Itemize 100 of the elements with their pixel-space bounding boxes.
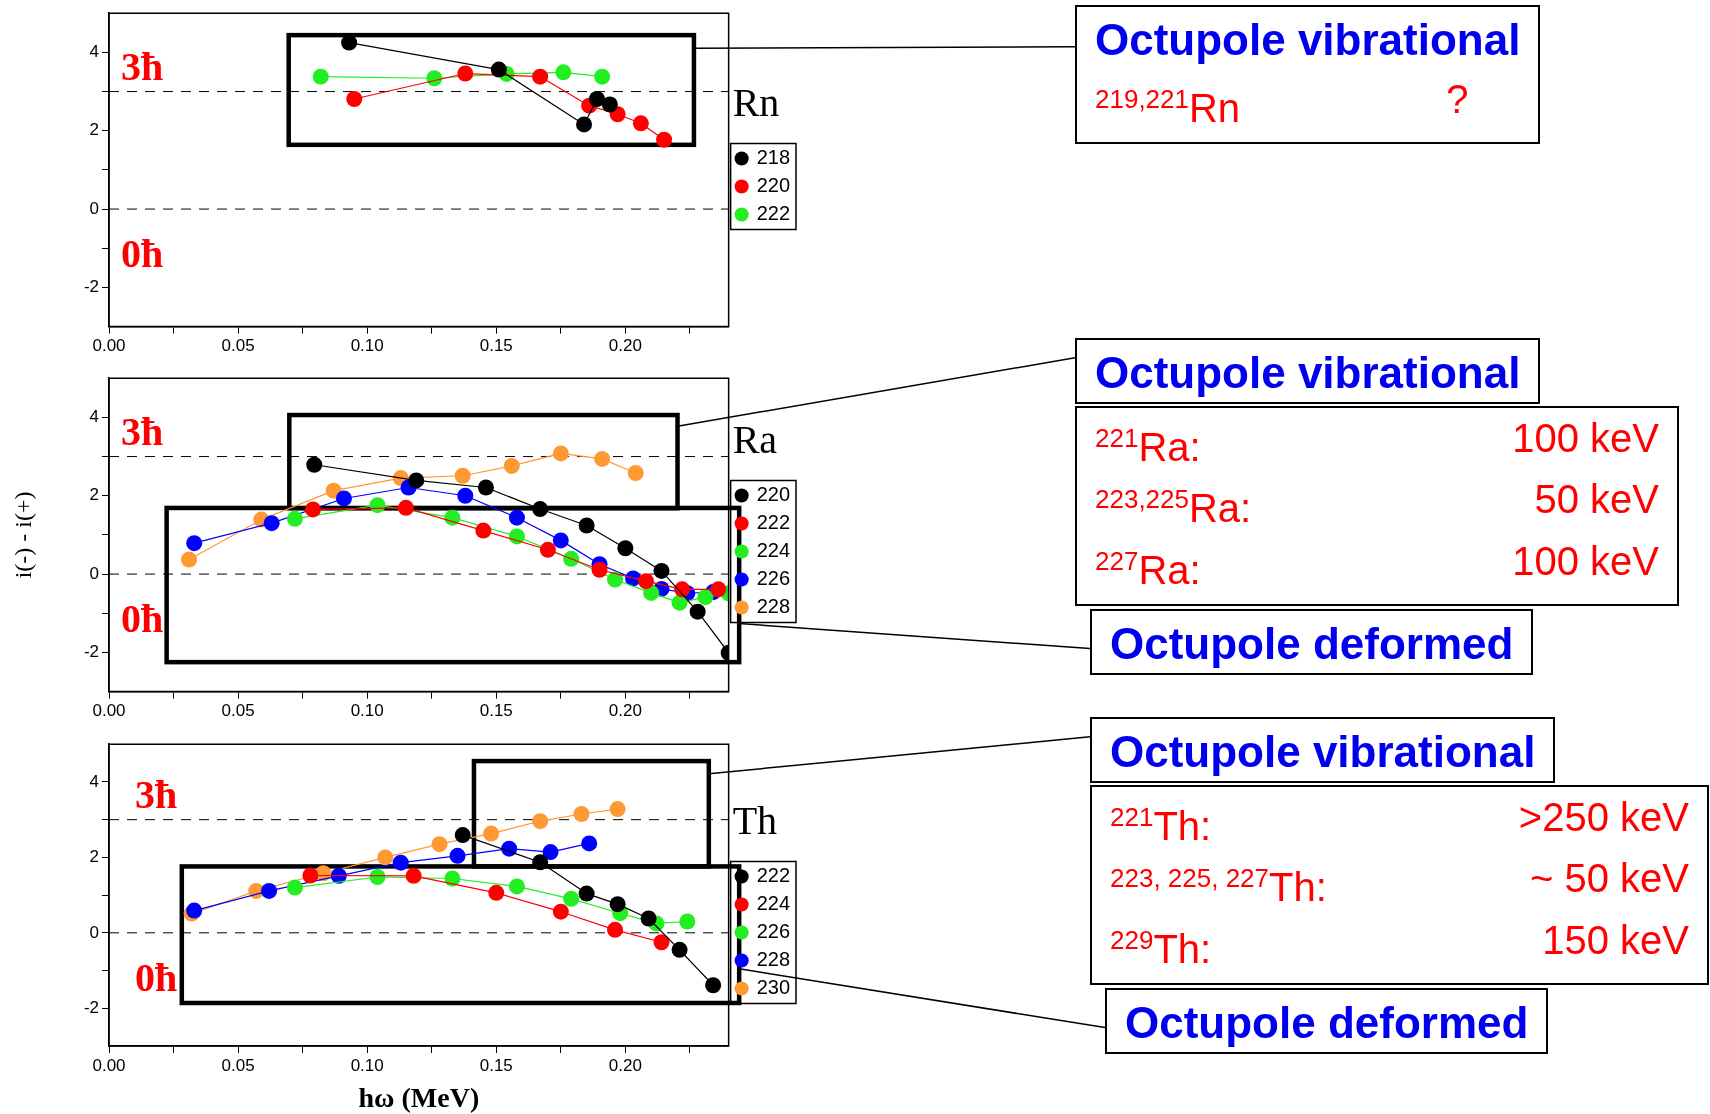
point: [186, 535, 203, 552]
text: ?: [1446, 76, 1469, 123]
legend-label: 222: [756, 864, 791, 887]
legend-label: 224: [756, 892, 791, 915]
text: Rn: [732, 78, 780, 126]
point: [431, 836, 448, 853]
text: Ra: [732, 415, 778, 463]
point: [671, 941, 688, 958]
x-tick-label: 0.10: [350, 701, 384, 721]
point: [638, 573, 655, 590]
point: [539, 541, 556, 558]
y-tick-label: -2: [83, 642, 99, 662]
point: [552, 903, 569, 920]
x-tick-label: 0.10: [350, 336, 384, 356]
text: Octupole vibrational: [1077, 340, 1539, 402]
point: [397, 499, 414, 516]
point: [369, 497, 386, 514]
x-axis-title: hω (MeV): [358, 1082, 480, 1114]
point: [532, 501, 549, 518]
point: [508, 509, 525, 526]
ref-line-label: 3ħ: [135, 771, 178, 817]
text: $^{221}$Ra:: [1095, 422, 1201, 472]
text: $^{229}$Th:: [1110, 923, 1212, 973]
point: [508, 878, 525, 895]
point: [552, 532, 569, 549]
point: [607, 921, 624, 938]
text: Octupole deformed: [1107, 989, 1547, 1052]
x-tick-label: 0.10: [350, 1055, 384, 1075]
point: [286, 879, 303, 896]
y-tick-label: -2: [83, 997, 99, 1017]
legend-label: 224: [756, 539, 791, 562]
legend-label: 228: [756, 595, 791, 618]
point: [475, 522, 492, 539]
point: [627, 465, 644, 481]
x-tick-label: 0.20: [608, 701, 642, 721]
point: [532, 68, 549, 85]
point: [591, 561, 608, 578]
text: $^{227}$Ra:: [1095, 544, 1201, 594]
point: [454, 827, 471, 844]
point: [302, 867, 319, 884]
text: 50 keV: [1534, 476, 1659, 524]
text: Th: [732, 796, 778, 844]
point: [449, 847, 466, 864]
point: [609, 801, 626, 818]
y-tick-label: 4: [89, 42, 99, 62]
point: [578, 517, 595, 534]
text: 150 keV: [1542, 916, 1689, 964]
point: [601, 96, 618, 113]
x-tick-label: 0.15: [479, 336, 513, 356]
legend-label: 222: [756, 511, 791, 534]
point: [532, 813, 549, 830]
point: [653, 562, 670, 579]
point: [477, 479, 494, 496]
point: [377, 849, 394, 866]
point: [581, 835, 598, 852]
point: [674, 581, 691, 598]
point: [483, 825, 500, 842]
point: [335, 490, 352, 507]
ref-line-label: 0ħ: [121, 596, 164, 642]
point: [503, 457, 520, 474]
x-tick-label: 0.15: [479, 701, 513, 721]
text: 100 keV: [1512, 537, 1659, 585]
point: [555, 64, 572, 81]
point: [607, 571, 624, 588]
x-tick-label: 0.05: [221, 1055, 255, 1075]
point: [392, 854, 409, 871]
point: [405, 867, 422, 884]
point: [306, 456, 323, 473]
text: $^{223, 225, 227}$Th:: [1110, 862, 1327, 912]
text: Octupole vibrational: [1094, 14, 1522, 66]
point: [457, 487, 474, 504]
point: [710, 581, 727, 598]
ref-line-label: 0ħ: [121, 231, 164, 277]
y-tick-label: 2: [89, 485, 99, 505]
text: 100 keV: [1512, 415, 1659, 462]
text: $^{219,221}$Rn: [1095, 83, 1241, 133]
point: [640, 910, 657, 927]
point: [181, 551, 198, 568]
point: [490, 61, 507, 78]
point: [263, 515, 280, 532]
point: [679, 913, 696, 930]
y-tick-label: 4: [89, 771, 99, 791]
point: [656, 131, 673, 148]
point: [588, 90, 605, 107]
x-tick-label: 0.05: [221, 701, 255, 721]
y-tick-label: -2: [83, 277, 99, 297]
point: [312, 68, 329, 85]
legend-label: 230: [756, 976, 791, 999]
text: Octupole deformed: [1092, 610, 1532, 673]
point: [578, 885, 595, 902]
text: $^{221}$Th:: [1110, 801, 1212, 851]
y-tick-label: 0: [89, 563, 99, 583]
ref-line-label: 3ħ: [121, 43, 164, 89]
x-tick-label: 0.00: [92, 701, 126, 721]
legend-label: 228: [756, 948, 791, 971]
x-tick-label: 0.20: [608, 336, 642, 356]
text: >250 keV: [1518, 794, 1689, 841]
point: [261, 882, 278, 899]
point: [632, 115, 649, 132]
y-axis-title: i(-) - i(+): [9, 491, 36, 579]
